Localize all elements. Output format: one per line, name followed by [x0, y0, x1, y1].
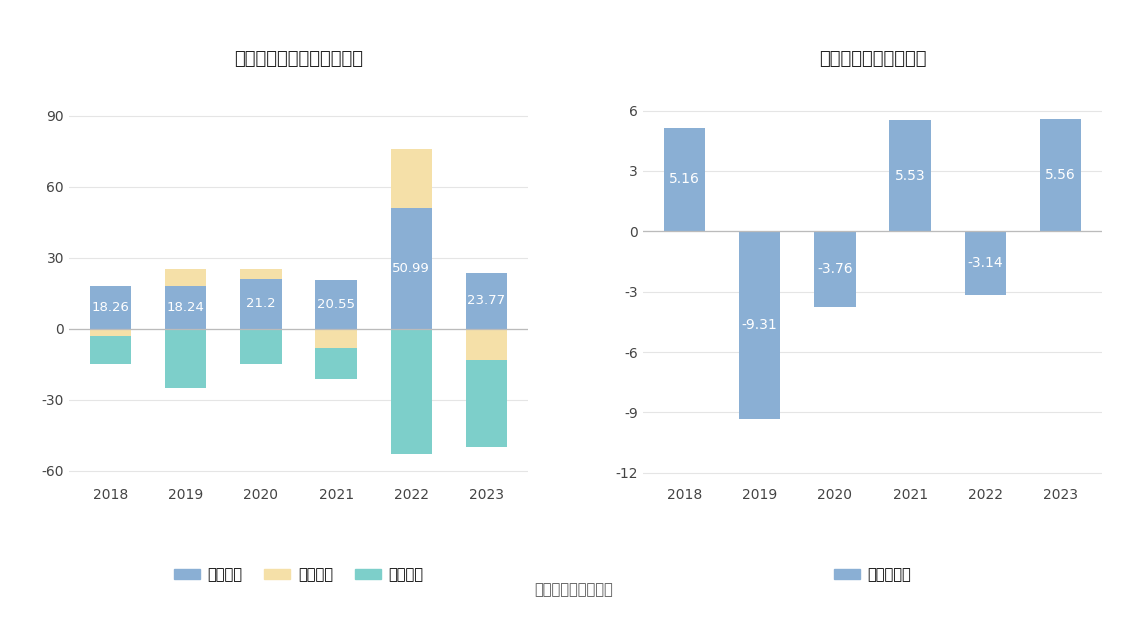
Text: -9.31: -9.31	[742, 318, 777, 332]
Bar	[90, 336, 131, 365]
Text: 5.53: 5.53	[894, 169, 925, 183]
Text: 18.26: 18.26	[92, 301, 130, 314]
Bar	[316, 348, 357, 379]
Bar	[390, 329, 432, 454]
Bar	[390, 209, 432, 329]
Bar	[1040, 119, 1081, 232]
Bar	[964, 232, 1006, 295]
Bar	[90, 286, 131, 329]
Bar	[240, 279, 281, 329]
Bar	[466, 329, 507, 360]
Text: 23.77: 23.77	[467, 295, 505, 308]
Bar	[664, 128, 705, 232]
Bar	[890, 120, 931, 232]
Text: -3.14: -3.14	[968, 256, 1003, 270]
Text: -3.76: -3.76	[817, 262, 853, 276]
Title: 太阳能现金流净额（亿元）: 太阳能现金流净额（亿元）	[234, 50, 363, 68]
Bar	[165, 329, 207, 388]
Text: 18.24: 18.24	[166, 301, 204, 314]
Bar	[739, 232, 781, 418]
Bar	[165, 269, 207, 286]
Bar	[165, 286, 207, 329]
Bar	[466, 273, 507, 329]
Bar	[240, 329, 281, 365]
Bar	[316, 329, 357, 348]
Text: 数据来源：恒生聚源: 数据来源：恒生聚源	[535, 582, 613, 597]
Text: 50.99: 50.99	[393, 262, 430, 275]
Text: 5.56: 5.56	[1045, 168, 1076, 183]
Bar	[390, 149, 432, 209]
Bar	[90, 329, 131, 336]
Bar	[466, 360, 507, 448]
Text: 5.16: 5.16	[669, 173, 700, 186]
Bar	[316, 280, 357, 329]
Legend: 自由现金流: 自由现金流	[828, 561, 917, 588]
Legend: 经营活动, 筹资活动, 投资活动: 经营活动, 筹资活动, 投资活动	[168, 561, 429, 588]
Title: 自由现金流量（亿元）: 自由现金流量（亿元）	[819, 50, 926, 68]
Text: 21.2: 21.2	[246, 297, 276, 310]
Text: 20.55: 20.55	[317, 298, 355, 311]
Bar	[240, 269, 281, 279]
Bar	[814, 232, 855, 307]
